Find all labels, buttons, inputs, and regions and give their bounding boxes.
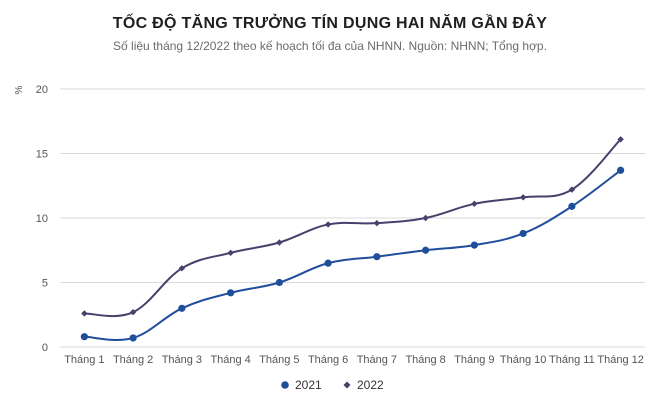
data-point-2021 xyxy=(324,259,332,267)
x-tick-label: Tháng 1 xyxy=(64,354,104,366)
x-tick-label: Tháng 2 xyxy=(113,354,153,366)
x-tick-label: Tháng 3 xyxy=(162,354,202,366)
y-axis-unit: % xyxy=(14,85,25,94)
y-tick-label: 0 xyxy=(42,342,48,354)
data-point-2022 xyxy=(81,310,88,317)
y-tick-label: 10 xyxy=(36,213,48,225)
x-tick-label: Tháng 11 xyxy=(549,354,595,366)
data-point-2022 xyxy=(324,221,332,228)
data-point-2022 xyxy=(471,200,478,208)
grid-layer xyxy=(60,88,645,348)
chart-subtitle: Số liệu tháng 12/2022 theo kế hoạch tối … xyxy=(113,39,547,53)
legend-marker-2021 xyxy=(281,381,289,389)
chart-title: TỐC ĐỘ TĂNG TRƯỞNG TÍN DỤNG HAI NĂM GẦN … xyxy=(113,12,547,32)
data-point-2022 xyxy=(519,194,527,201)
data-point-2022 xyxy=(178,265,186,272)
x-axis-ticks: Tháng 1 Tháng 2 Tháng 3 Tháng 4 Tháng 5 Tháng… xyxy=(64,354,644,366)
legend: 2021 2022 xyxy=(281,378,384,392)
data-point-2021 xyxy=(129,334,137,342)
series-2022 xyxy=(81,136,624,318)
data-point-2021 xyxy=(227,289,235,297)
x-tick-label: Tháng 10 xyxy=(500,354,546,366)
data-point-2021 xyxy=(422,246,430,254)
legend-label-2022: 2022 xyxy=(357,378,384,392)
data-point-2021 xyxy=(373,253,381,261)
legend-marker-2022 xyxy=(343,381,351,389)
data-point-2022 xyxy=(227,249,234,257)
x-tick-label: Tháng 7 xyxy=(357,354,397,366)
data-point-2022 xyxy=(422,214,429,222)
series-layer xyxy=(80,136,625,342)
data-point-2021 xyxy=(470,241,478,249)
data-point-2021 xyxy=(617,166,625,174)
x-tick-label: Tháng 12 xyxy=(597,354,643,366)
legend-label-2021: 2021 xyxy=(295,378,322,392)
data-point-2022 xyxy=(276,239,283,246)
data-point-2021 xyxy=(568,202,576,210)
y-tick-label: 15 xyxy=(36,149,48,161)
x-tick-label: Tháng 4 xyxy=(210,354,250,366)
data-point-2022 xyxy=(617,136,624,143)
y-tick-label: 20 xyxy=(36,84,48,96)
series-line-2022 xyxy=(84,138,622,318)
data-point-2021 xyxy=(80,333,88,341)
x-tick-label: Tháng 6 xyxy=(308,354,348,366)
data-point-2021 xyxy=(178,304,186,312)
series-line-2021 xyxy=(84,169,622,341)
series-2021 xyxy=(80,166,625,342)
data-point-2022 xyxy=(129,308,137,316)
data-point-2022 xyxy=(568,186,576,193)
x-tick-label: Tháng 9 xyxy=(454,354,494,366)
x-tick-label: Tháng 5 xyxy=(259,354,299,366)
data-point-2022 xyxy=(373,219,381,227)
y-axis-ticks: 0 5 10 15 20 xyxy=(36,84,48,354)
y-tick-label: 5 xyxy=(42,278,48,290)
data-point-2021 xyxy=(519,229,527,238)
x-tick-label: Tháng 8 xyxy=(405,354,445,366)
data-point-2021 xyxy=(275,278,283,287)
